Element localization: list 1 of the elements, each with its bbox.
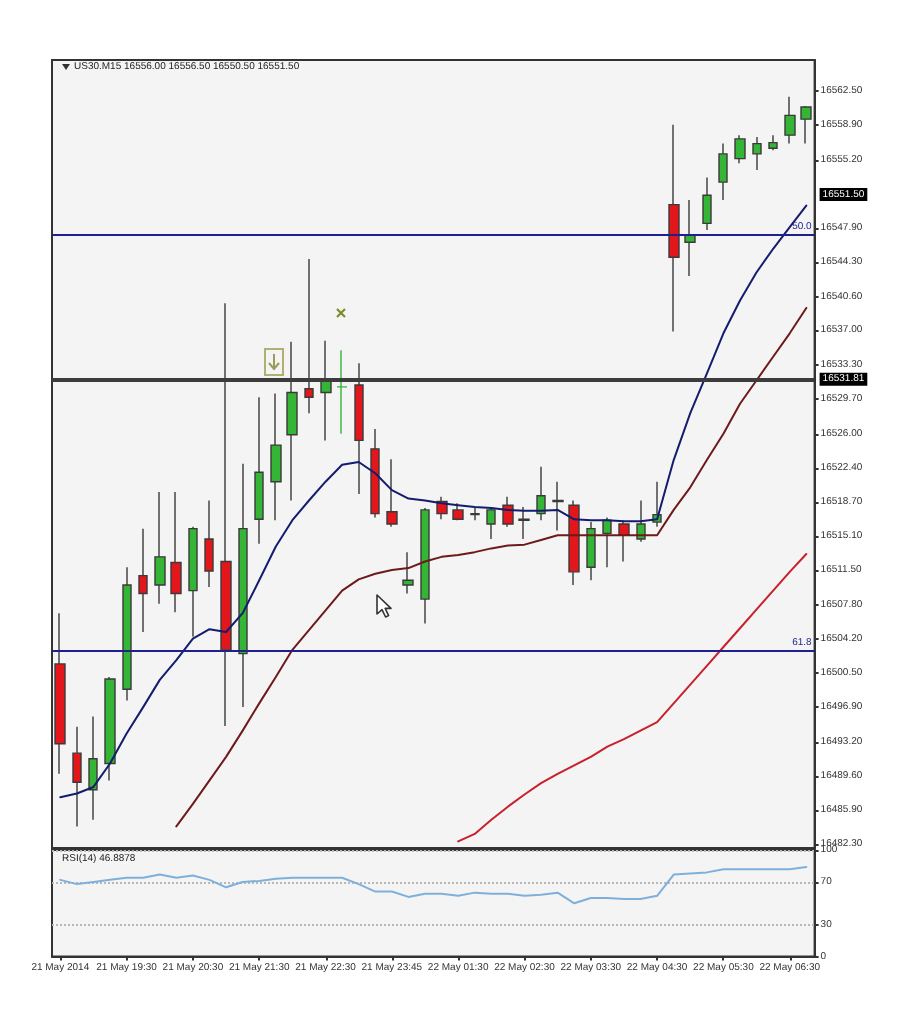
line-series <box>59 866 808 905</box>
